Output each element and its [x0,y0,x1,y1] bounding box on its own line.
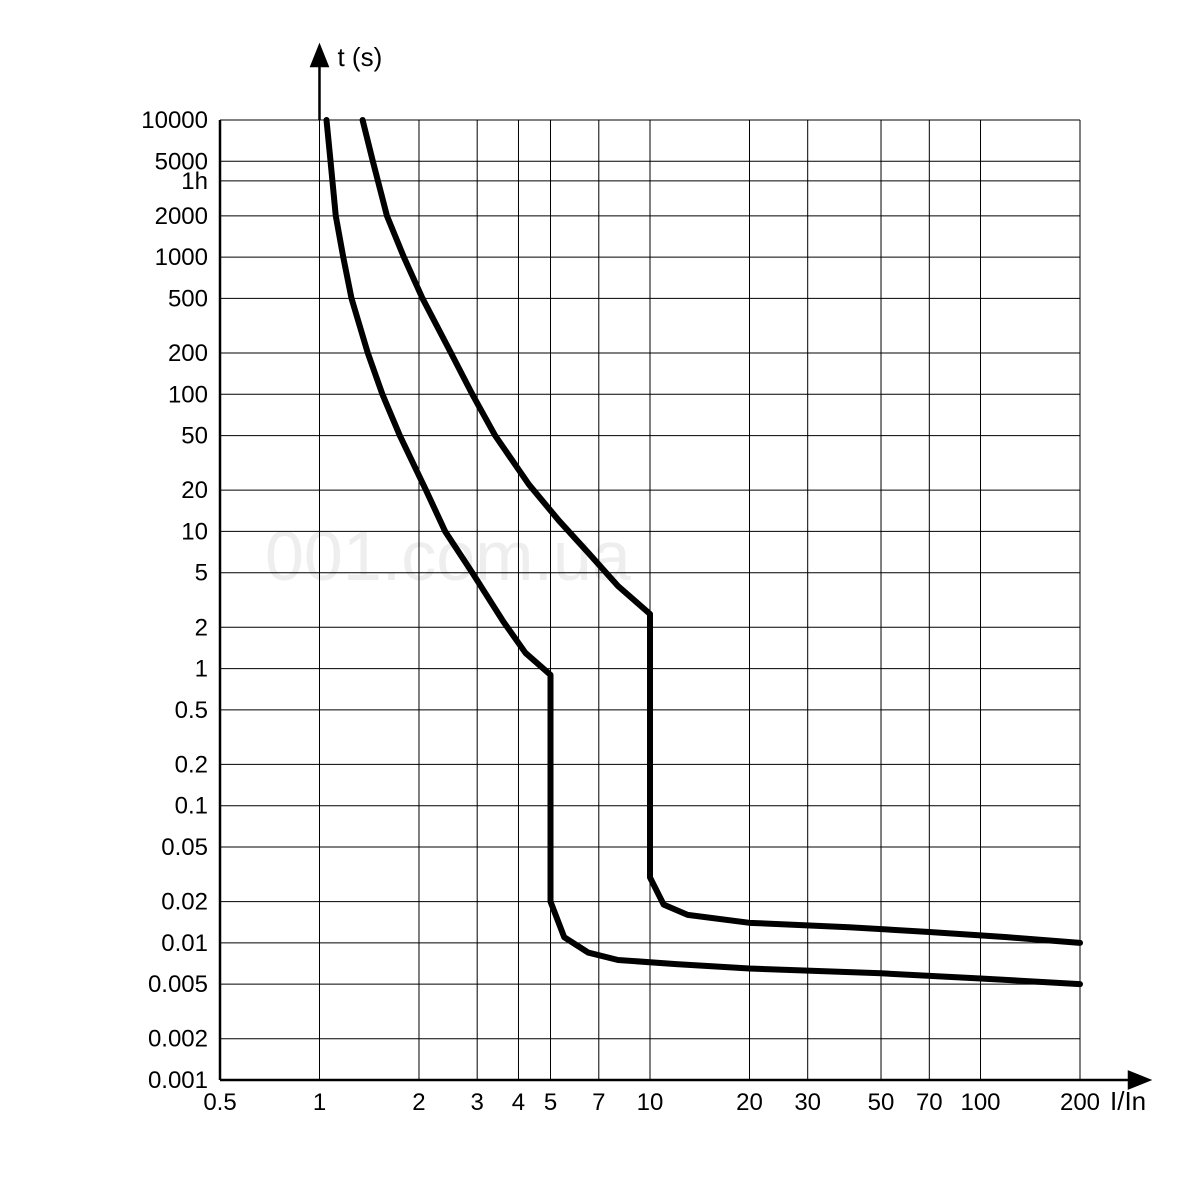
x-tick-label: 3 [471,1089,484,1116]
x-tick-label: 50 [868,1089,895,1116]
y-axis-label: t (s) [337,42,382,72]
x-tick-label: 7 [592,1089,605,1116]
trip-curve-chart: 001.com.ua0.512345710203050701002000.001… [0,0,1200,1200]
x-tick-label: 20 [736,1089,763,1116]
y-tick-label: 10000 [141,107,208,134]
y-tick-label: 0.005 [148,971,208,998]
y-axis-arrow-icon [311,46,327,66]
x-tick-label: 0.5 [203,1089,236,1116]
y-tick-label: 20 [181,477,208,504]
y-tick-label: 1 [195,656,208,683]
y-tick-label: 2 [195,614,208,641]
x-tick-label: 10 [637,1089,664,1116]
y-tick-label: 100 [168,381,208,408]
y-tick-label: 50 [181,423,208,450]
x-tick-label: 70 [916,1089,943,1116]
y-tick-label: 5 [195,560,208,587]
y-tick-label: 200 [168,340,208,367]
x-tick-label: 5 [544,1089,557,1116]
y-tick-label: 0.001 [148,1067,208,1094]
y-tick-label: 500 [168,285,208,312]
x-tick-label: 200 [1060,1089,1100,1116]
y-tick-label: 0.02 [161,889,208,916]
y-tick-label: 0.002 [148,1026,208,1053]
y-tick-label: 0.5 [175,697,208,724]
x-tick-label: 30 [794,1089,821,1116]
y-tick-label: 10 [181,518,208,545]
y-tick-label: 2000 [155,203,208,230]
y-tick-label: 5000 [155,148,208,175]
x-tick-label: 100 [960,1089,1000,1116]
x-tick-label: 4 [512,1089,525,1116]
y-tick-label: 0.05 [161,834,208,861]
x-tick-label: 1 [313,1089,326,1116]
y-tick-label: 1000 [155,244,208,271]
y-tick-label: 0.01 [161,930,208,957]
x-axis-label: I/In [1110,1086,1146,1116]
x-tick-label: 2 [412,1089,425,1116]
y-tick-label: 0.1 [175,793,208,820]
y-tick-label: 0.2 [175,751,208,778]
